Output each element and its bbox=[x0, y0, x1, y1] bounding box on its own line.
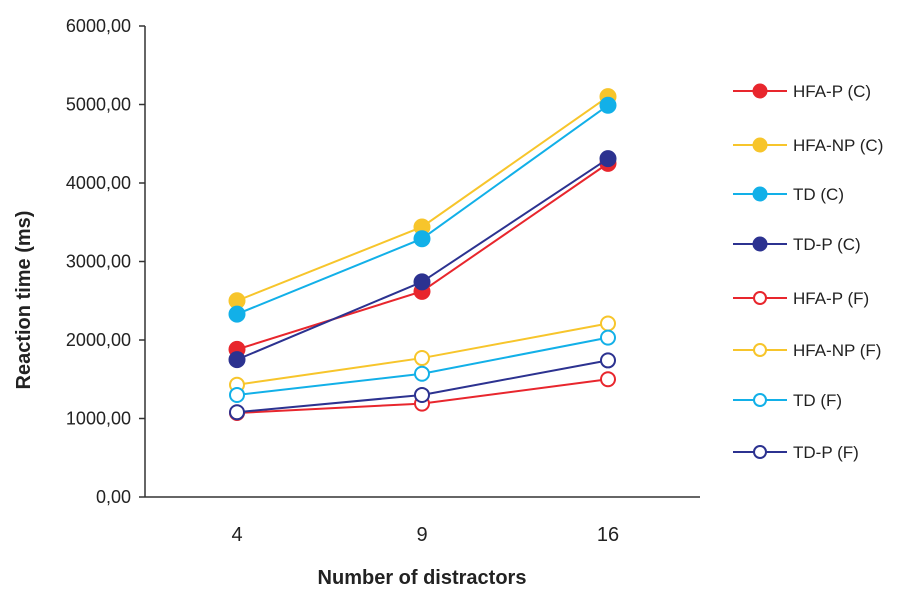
legend-item: TD (F) bbox=[733, 391, 842, 410]
y-tick-label: 4000,00 bbox=[66, 173, 131, 193]
data-point bbox=[414, 386, 430, 403]
legend-item: HFA-NP (C) bbox=[733, 136, 883, 155]
y-ticks: 0,00 1000,00 2000,00 3000,00 4000,00 5000,00 6… bbox=[66, 16, 145, 507]
data-point bbox=[600, 329, 616, 346]
legend-item: HFA-NP (F) bbox=[733, 341, 881, 360]
data-point bbox=[414, 350, 430, 367]
legend-item: HFA-P (F) bbox=[733, 289, 869, 308]
legend-marker bbox=[752, 83, 768, 99]
legend-marker bbox=[752, 137, 768, 153]
x-tick-label: 9 bbox=[416, 524, 427, 546]
series-td-c bbox=[228, 96, 617, 323]
data-point bbox=[413, 273, 431, 291]
legend-marker bbox=[753, 343, 767, 357]
legend-marker bbox=[753, 291, 767, 305]
series-layer bbox=[228, 88, 617, 422]
x-axis-title: Number of distractors bbox=[318, 567, 527, 589]
x-tick-label: 4 bbox=[231, 524, 242, 546]
y-tick-label: 0,00 bbox=[96, 487, 131, 507]
data-point bbox=[229, 386, 245, 403]
series-td-p-f bbox=[229, 352, 616, 421]
series-hfa-p-c bbox=[228, 154, 617, 358]
legend-label: HFA-NP (F) bbox=[793, 341, 881, 360]
legend-marker bbox=[752, 236, 768, 252]
x-tick-label: 16 bbox=[597, 524, 619, 546]
y-tick-label: 2000,00 bbox=[66, 330, 131, 350]
legend-label: HFA-NP (C) bbox=[793, 136, 883, 155]
y-tick-label: 5000,00 bbox=[66, 95, 131, 115]
series-td-f bbox=[229, 329, 616, 403]
data-point bbox=[228, 305, 246, 323]
y-axis-title: Reaction time (ms) bbox=[13, 211, 35, 390]
y-tick-label: 6000,00 bbox=[66, 16, 131, 36]
series-hfa-np-c bbox=[228, 88, 617, 310]
data-point bbox=[414, 365, 430, 382]
legend-item: TD (C) bbox=[733, 185, 844, 204]
data-point bbox=[600, 371, 616, 388]
legend-label: HFA-P (C) bbox=[793, 82, 871, 101]
data-point bbox=[229, 404, 245, 421]
series-line bbox=[236, 95, 609, 302]
legend-label: TD-P (C) bbox=[793, 235, 861, 254]
legend-label: TD (F) bbox=[793, 391, 842, 410]
legend-label: TD (C) bbox=[793, 185, 844, 204]
series-line bbox=[236, 162, 609, 351]
data-point bbox=[413, 230, 431, 248]
series-td-p-c bbox=[228, 150, 617, 369]
legend-marker bbox=[753, 445, 767, 459]
legend-item: TD-P (F) bbox=[733, 443, 859, 462]
legend: HFA-P (C) HFA-NP (C) TD (C) TD-P (C) HFA-P (… bbox=[733, 82, 883, 462]
data-point bbox=[228, 351, 246, 369]
x-ticks: 4 9 16 bbox=[231, 524, 619, 546]
data-point bbox=[599, 96, 617, 114]
y-tick-label: 3000,00 bbox=[66, 252, 131, 272]
data-point bbox=[600, 352, 616, 369]
data-point bbox=[599, 150, 617, 168]
legend-marker bbox=[752, 186, 768, 202]
y-tick-label: 1000,00 bbox=[66, 409, 131, 429]
legend-item: TD-P (C) bbox=[733, 235, 861, 254]
series-line bbox=[236, 157, 609, 361]
legend-label: HFA-P (F) bbox=[793, 289, 869, 308]
legend-item: HFA-P (C) bbox=[733, 82, 871, 101]
legend-marker bbox=[753, 393, 767, 407]
data-point bbox=[600, 315, 616, 332]
legend-label: TD-P (F) bbox=[793, 443, 859, 462]
axes bbox=[144, 26, 700, 498]
